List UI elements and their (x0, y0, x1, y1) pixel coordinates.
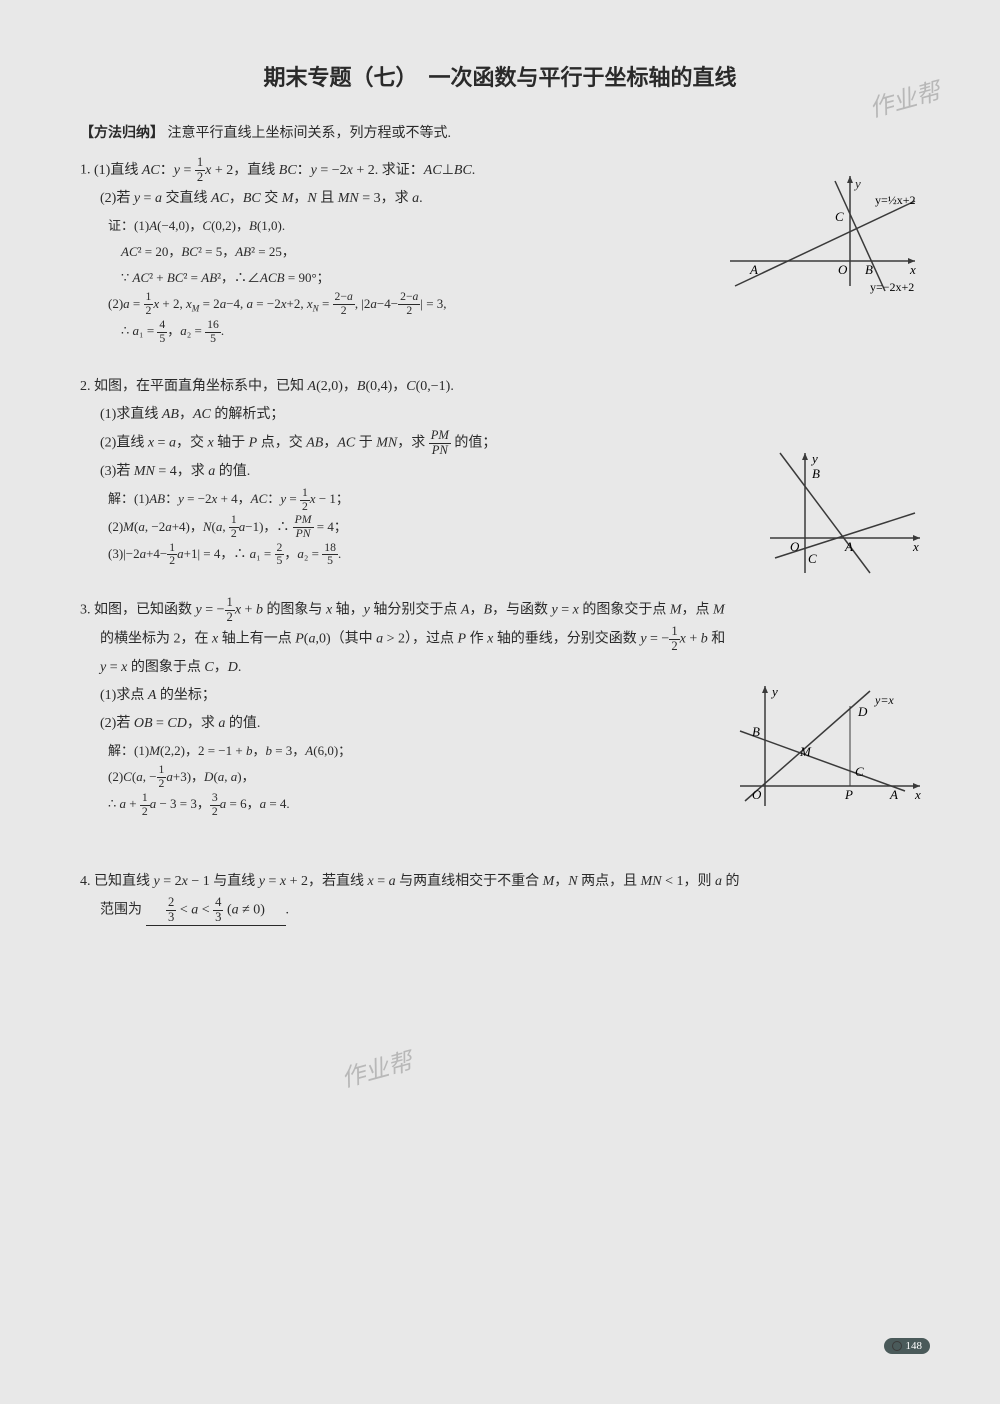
svg-text:y=x: y=x (874, 693, 894, 707)
svg-text:x: x (914, 787, 921, 802)
problem-1: y x A B C O y=½x+2 y=−2x+2 1. (1)直线 AC：y… (80, 156, 920, 345)
svg-text:y: y (770, 684, 778, 699)
svg-text:y=−2x+2: y=−2x+2 (870, 280, 914, 294)
problem-2: y x O A B C 2. 如图，在平面直角坐标系中，已知 A(2,0)，B(… (80, 373, 920, 568)
svg-text:C: C (855, 764, 864, 779)
method-note: 【方法归纳】 注意平行直线上坐标间关系，列方程或不等式. (80, 122, 920, 142)
problem-2-text: 2. 如图，在平面直角坐标系中，已知 A(2,0)，B(0,4)，C(0,−1)… (80, 373, 920, 401)
problem-4-text: 4. 已知直线 y = 2x − 1 与直线 y = x + 2，若直线 x =… (80, 868, 920, 896)
svg-text:x: x (909, 262, 916, 277)
svg-text:C: C (808, 551, 817, 566)
problem-2-p1: (1)求直线 AB，AC 的解析式； (80, 401, 920, 429)
problem-3-text: 3. 如图，已知函数 y = −12x + b 的图象与 x 轴，y 轴分别交于… (80, 596, 920, 625)
svg-text:y: y (853, 176, 861, 191)
svg-text:O: O (752, 787, 762, 802)
svg-text:O: O (790, 539, 800, 554)
diagram-3: y x O A B C D M P y=x (730, 676, 930, 816)
problem-3: y x O A B C D M P y=x 3. 如图，已知函数 y = −12… (80, 596, 920, 818)
svg-text:D: D (857, 704, 868, 719)
problem-4-answer-line: 范围为 23 < a < 43 (a ≠ 0) . (80, 896, 920, 926)
svg-text:x: x (912, 539, 919, 554)
page-title: 期末专题（七） 一次函数与平行于坐标轴的直线 (80, 60, 920, 92)
svg-text:A: A (889, 787, 898, 802)
svg-text:y=½x+2: y=½x+2 (875, 193, 916, 207)
svg-text:B: B (812, 466, 820, 481)
svg-text:O: O (838, 262, 848, 277)
problem-3-t2: 的横坐标为 2，在 x 轴上有一点 P(a,0)（其中 a > 2），过点 P … (80, 625, 920, 654)
diagram-2: y x O A B C (760, 443, 930, 583)
page-number: 148 (884, 1338, 931, 1354)
svg-text:A: A (844, 539, 853, 554)
svg-text:A: A (749, 262, 758, 277)
problem-4: 4. 已知直线 y = 2x − 1 与直线 y = x + 2，若直线 x =… (80, 868, 920, 926)
problem-4-answer: 23 < a < 43 (a ≠ 0) (146, 896, 286, 926)
method-label: 【方法归纳】 (80, 124, 164, 140)
svg-text:C: C (835, 209, 844, 224)
watermark-mid: 作业帮 (337, 1041, 416, 1093)
svg-text:P: P (844, 787, 853, 802)
svg-text:M: M (799, 744, 812, 759)
svg-text:B: B (752, 724, 760, 739)
svg-text:B: B (865, 262, 873, 277)
svg-text:y: y (810, 451, 818, 466)
diagram-1: y x A B C O y=½x+2 y=−2x+2 (720, 166, 930, 296)
method-text: 注意平行直线上坐标间关系，列方程或不等式. (168, 126, 452, 141)
